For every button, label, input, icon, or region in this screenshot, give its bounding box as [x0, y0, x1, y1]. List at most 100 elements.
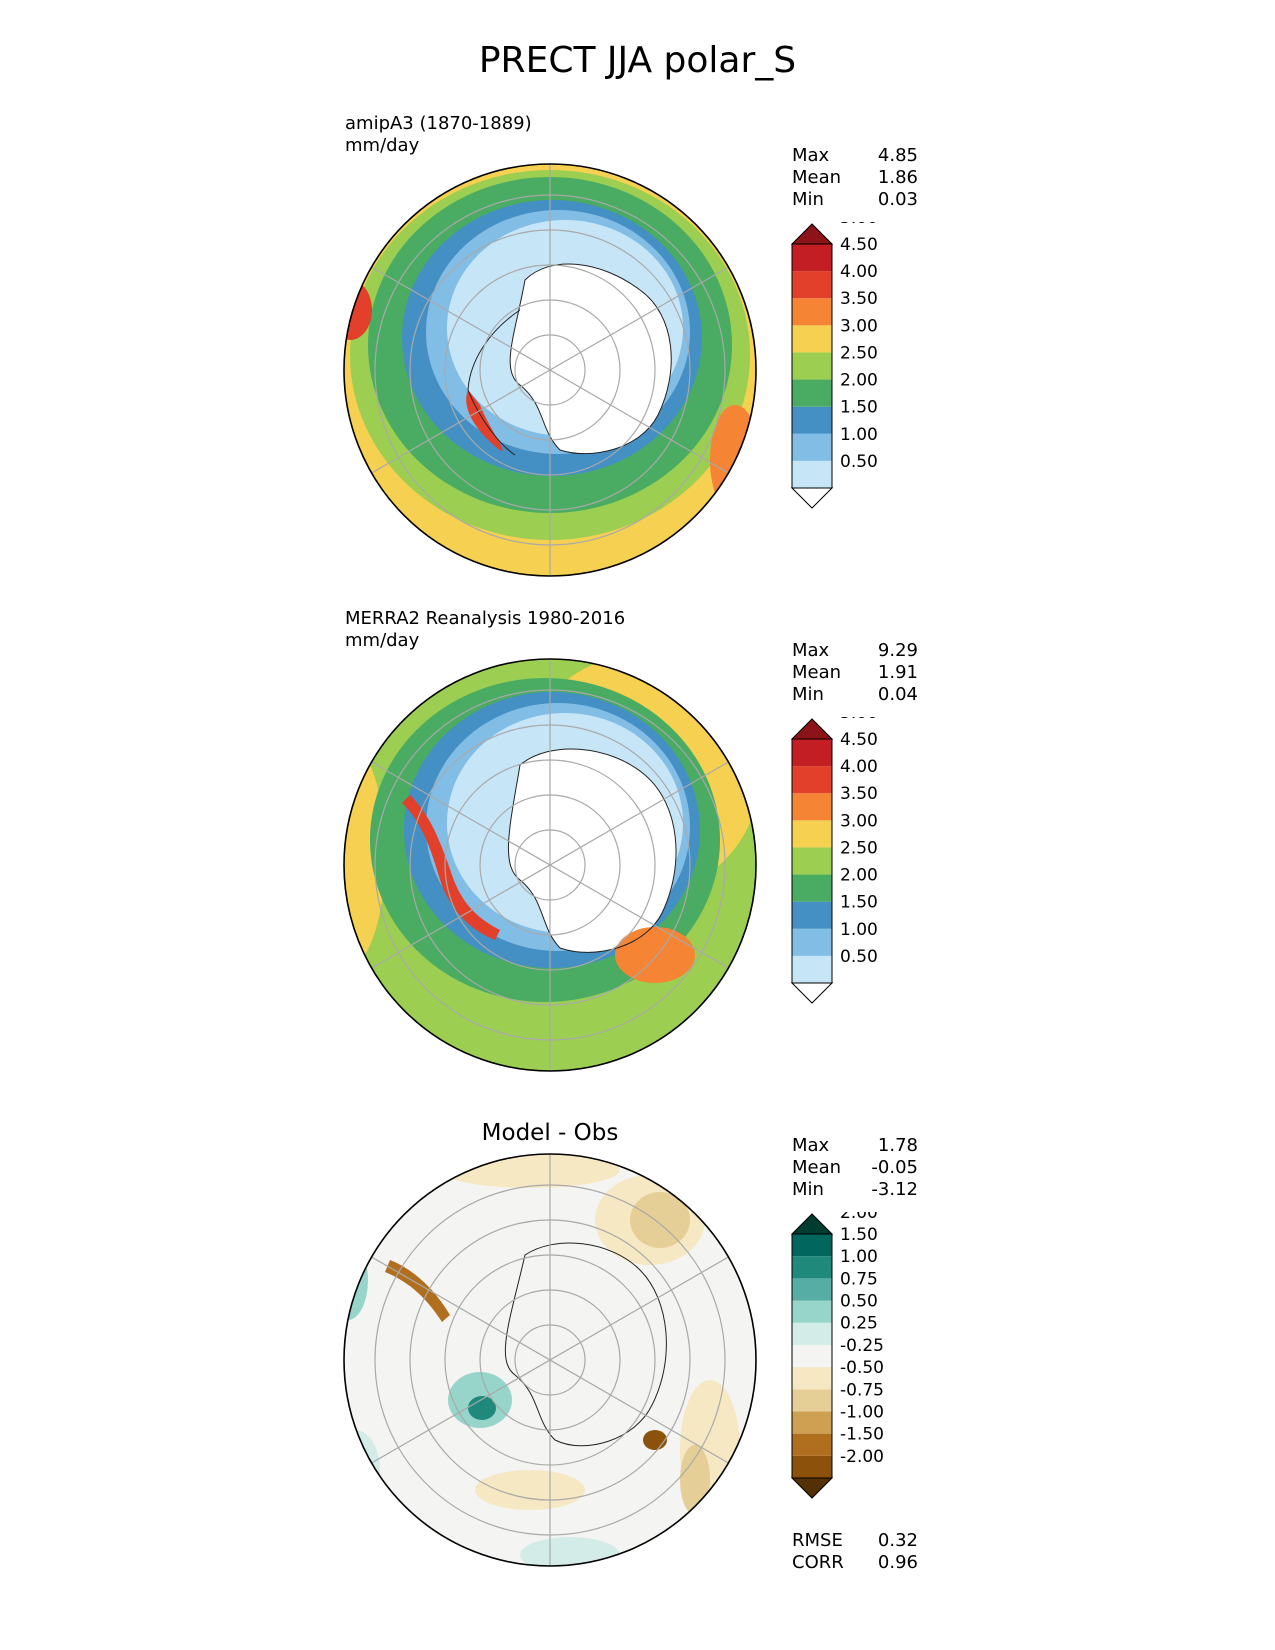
map3-boundary: [343, 1153, 757, 1567]
panel1-min-label: Min: [792, 189, 824, 210]
map2-graticule: [371, 659, 729, 1071]
diff-colorbar-box: [792, 1344, 832, 1368]
panel3-max-value: 1.78: [877, 1135, 918, 1156]
map2-peninsula-high: [402, 795, 500, 940]
diff-colorbar-box: [792, 1234, 832, 1257]
panel2-max-label: Max: [792, 640, 830, 661]
diff-colorbar-box: [792, 1433, 832, 1456]
panel3-colorbar: -2.00-1.50 -1.00-0.75-0.50-0.250.250.50 0.…: [790, 1212, 884, 1499]
precip-colorbar-box: [792, 406, 832, 434]
precip-colorbar-box: [792, 955, 832, 983]
precip-colorbar-tick-label: 1.00: [840, 920, 878, 940]
panel3-rmse-value: 0.32: [877, 1530, 918, 1551]
map3-south-dry: [475, 1470, 585, 1510]
diff-colorbar-box: [792, 1411, 832, 1434]
panel2-polar-map: [343, 658, 757, 1072]
precip-colorbar-box: [792, 244, 832, 272]
diff-colorbar-box: [792, 1278, 832, 1301]
panel1-mean-value: 1.86: [877, 167, 918, 188]
precip-colorbar-outline: [791, 243, 833, 489]
diff-colorbar-tick-label: 0.50: [840, 1292, 878, 1312]
precip-colorbar-tick-label: 1.50: [840, 398, 878, 418]
panel2-max-value: 9.29: [877, 640, 918, 661]
precip-colorbar-box: [792, 928, 832, 956]
panel1-max-label: Max: [792, 145, 830, 166]
map3-ne-dry-core: [630, 1192, 690, 1248]
panel1-max-value: 4.85: [877, 145, 918, 166]
map2-boundary: [343, 658, 757, 1072]
precip-colorbar-box: [792, 874, 832, 902]
diff-colorbar-tick-label: -1.50: [840, 1425, 884, 1445]
panel1-title: amipA3 (1870-1889): [345, 113, 532, 134]
diff-colorbar-box: [792, 1322, 832, 1345]
map2-west-high: [344, 745, 385, 965]
precip-colorbar-extend-low: [790, 982, 834, 1004]
panel1-polar-map: [343, 163, 757, 577]
precip-colorbar-box: [792, 766, 832, 794]
precip-colorbar-tick-label: 5.00: [840, 717, 878, 723]
map3-north-dry: [440, 1154, 620, 1188]
precip-colorbar-tick-label: 3.50: [840, 784, 878, 804]
precip-colorbar-box: [792, 433, 832, 461]
precip-colorbar-tick-label: 2.50: [840, 838, 878, 858]
precip-colorbar-tick-label: 1.50: [840, 893, 878, 913]
precip-colorbar-box: [792, 271, 832, 299]
diff-colorbar-box: [792, 1455, 832, 1478]
diff-colorbar-tick-label: -1.00: [840, 1402, 884, 1422]
precip-colorbar-tick-label: 0.50: [840, 452, 878, 472]
precip-colorbar-tick-label: 4.00: [840, 262, 878, 282]
precip-colorbar-tick-label: 2.00: [840, 866, 878, 886]
precip-colorbar-box: [792, 352, 832, 380]
diff-colorbar-tick-label: 0.75: [840, 1269, 878, 1289]
panel3-corr-label: CORR: [792, 1552, 844, 1573]
panel2-units: mm/day: [345, 630, 420, 651]
precip-colorbar-tick-label: 1.00: [840, 425, 878, 445]
panel1-units: mm/day: [345, 135, 420, 156]
panel2-title: MERRA2 Reanalysis 1980-2016: [345, 608, 626, 629]
precip-colorbar-box: [792, 793, 832, 821]
precip-colorbar-tick-label: 2.00: [840, 371, 878, 391]
precip-colorbar-box: [792, 739, 832, 767]
map3-peninsula-dry: [385, 1260, 450, 1322]
panel3-max-label: Max: [792, 1135, 830, 1156]
diff-colorbar-box: [792, 1389, 832, 1412]
precip-colorbar-tick-label: 4.50: [840, 235, 878, 255]
panel3-polar-map: [343, 1153, 757, 1567]
precip-colorbar-box: [792, 379, 832, 407]
precip-colorbar-tick-label: 5.00: [840, 222, 878, 228]
precip-colorbar-box: [792, 325, 832, 353]
precip-colorbar-tick-label: 4.50: [840, 730, 878, 750]
map1-graticule: [371, 164, 729, 576]
precip-colorbar-extend-low: [790, 487, 834, 509]
panel2-mean-value: 1.91: [877, 662, 918, 683]
figure-title: PRECT JJA polar_S: [478, 40, 797, 81]
map1-peninsula-coast: [467, 309, 521, 456]
panel1-min-value: 0.03: [877, 189, 918, 210]
precip-colorbar-tick-label: 0.50: [840, 947, 878, 967]
panel3-rmse-label: RMSE: [792, 1530, 843, 1551]
map3-east-dry-spot: [643, 1430, 667, 1450]
map3-graticule: [371, 1154, 729, 1566]
map2-coastline: [507, 748, 677, 953]
diff-colorbar-tick-label: 1.50: [840, 1225, 878, 1245]
map1-boundary: [343, 163, 757, 577]
panel3-title: Model - Obs: [481, 1120, 619, 1146]
panel1-colorbar: 0.50 1.00 1.50 2.00 2.50 3.00 3.50 4.00 4.50 5.00: [790, 222, 878, 509]
diff-colorbar-extend-low: [790, 1477, 834, 1499]
precip-colorbar-box: [792, 847, 832, 875]
diff-colorbar-tick-label: 2.00: [840, 1212, 878, 1223]
panel3-min-value: -3.12: [871, 1179, 918, 1200]
precip-colorbar-tick-label: 3.00: [840, 316, 878, 336]
diff-colorbar-box: [792, 1256, 832, 1279]
precip-colorbar-extend-high: [790, 223, 834, 245]
panel2-colorbar: 0.50 1.00 1.50 2.00 2.50 3.00 3.50 4.00 4.50 5.00: [790, 717, 878, 1004]
panel2-min-label: Min: [792, 684, 824, 705]
precip-colorbar-tick-label: 2.50: [840, 343, 878, 363]
precip-colorbar-tick-label: 4.00: [840, 757, 878, 777]
diff-colorbar-tick-label: 0.25: [840, 1314, 878, 1334]
diff-colorbar-outline: [791, 1233, 833, 1479]
panel2-mean-label: Mean: [792, 662, 842, 683]
precip-colorbar-box: [792, 298, 832, 326]
precip-colorbar-box: [792, 901, 832, 929]
precip-colorbar-outline: [791, 738, 833, 984]
